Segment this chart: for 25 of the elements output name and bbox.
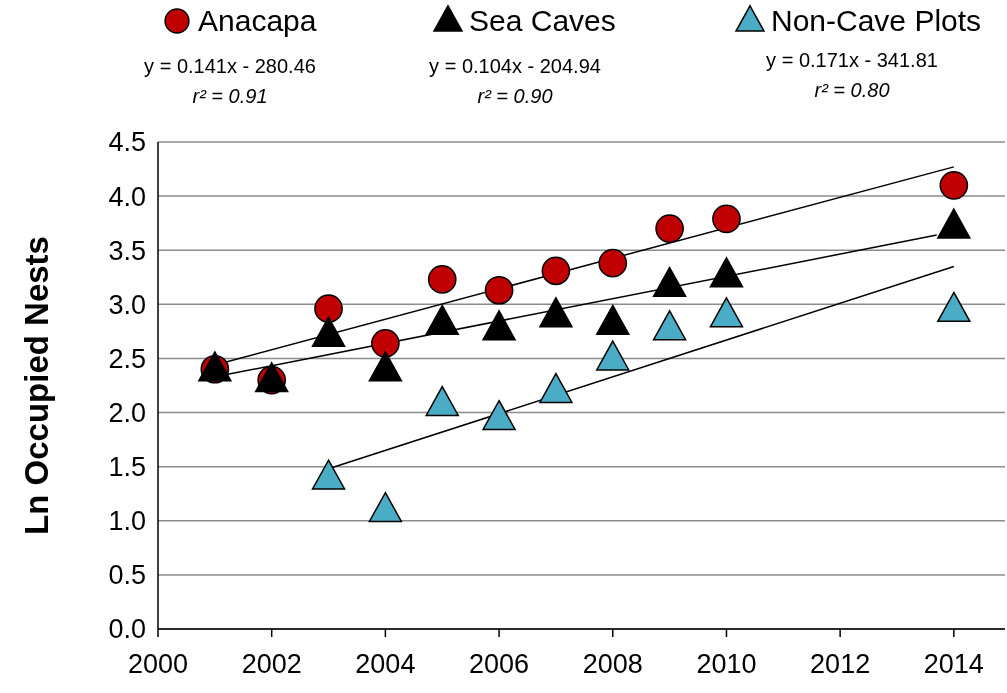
y-tick-label: 4.5 [108, 127, 146, 158]
y-tick-label: 0.0 [108, 614, 146, 645]
text: y = 0.141x - 280.46 r² = 0.91 [144, 55, 316, 107]
x-tick-label: 2002 [241, 649, 302, 679]
legend-label: Non-Cave Plots [771, 4, 982, 37]
y-axis-title: Ln Occupied Nests [18, 236, 55, 535]
y-tick-label: 3.0 [108, 289, 146, 320]
text: y = 0.171x - 341.81 r² = 0.80 [766, 49, 938, 101]
legend-label: Sea Caves [469, 4, 616, 37]
y-tick-label: 4.0 [108, 181, 146, 212]
x-tick-label: 2010 [696, 649, 757, 679]
legend-label: Anacapa [198, 4, 317, 37]
y-tick-label: 2.5 [108, 343, 146, 374]
y-tick-label: 3.5 [108, 235, 146, 266]
text: y = 0.104x - 204.94 r² = 0.90 [429, 55, 601, 107]
y-tick-label: 2.0 [108, 398, 146, 429]
x-tick-label: 2000 [127, 649, 189, 679]
y-tick-label: 1.0 [108, 506, 146, 537]
x-tick-label: 2012 [810, 649, 871, 679]
x-tick-label: 2008 [582, 649, 643, 679]
y-tick-label: 0.5 [108, 560, 146, 591]
x-tick-label: 2004 [355, 649, 416, 679]
x-tick-label: 2006 [469, 649, 530, 679]
x-tick-label: 2014 [923, 649, 984, 679]
y-tick-label: 1.5 [108, 452, 146, 483]
